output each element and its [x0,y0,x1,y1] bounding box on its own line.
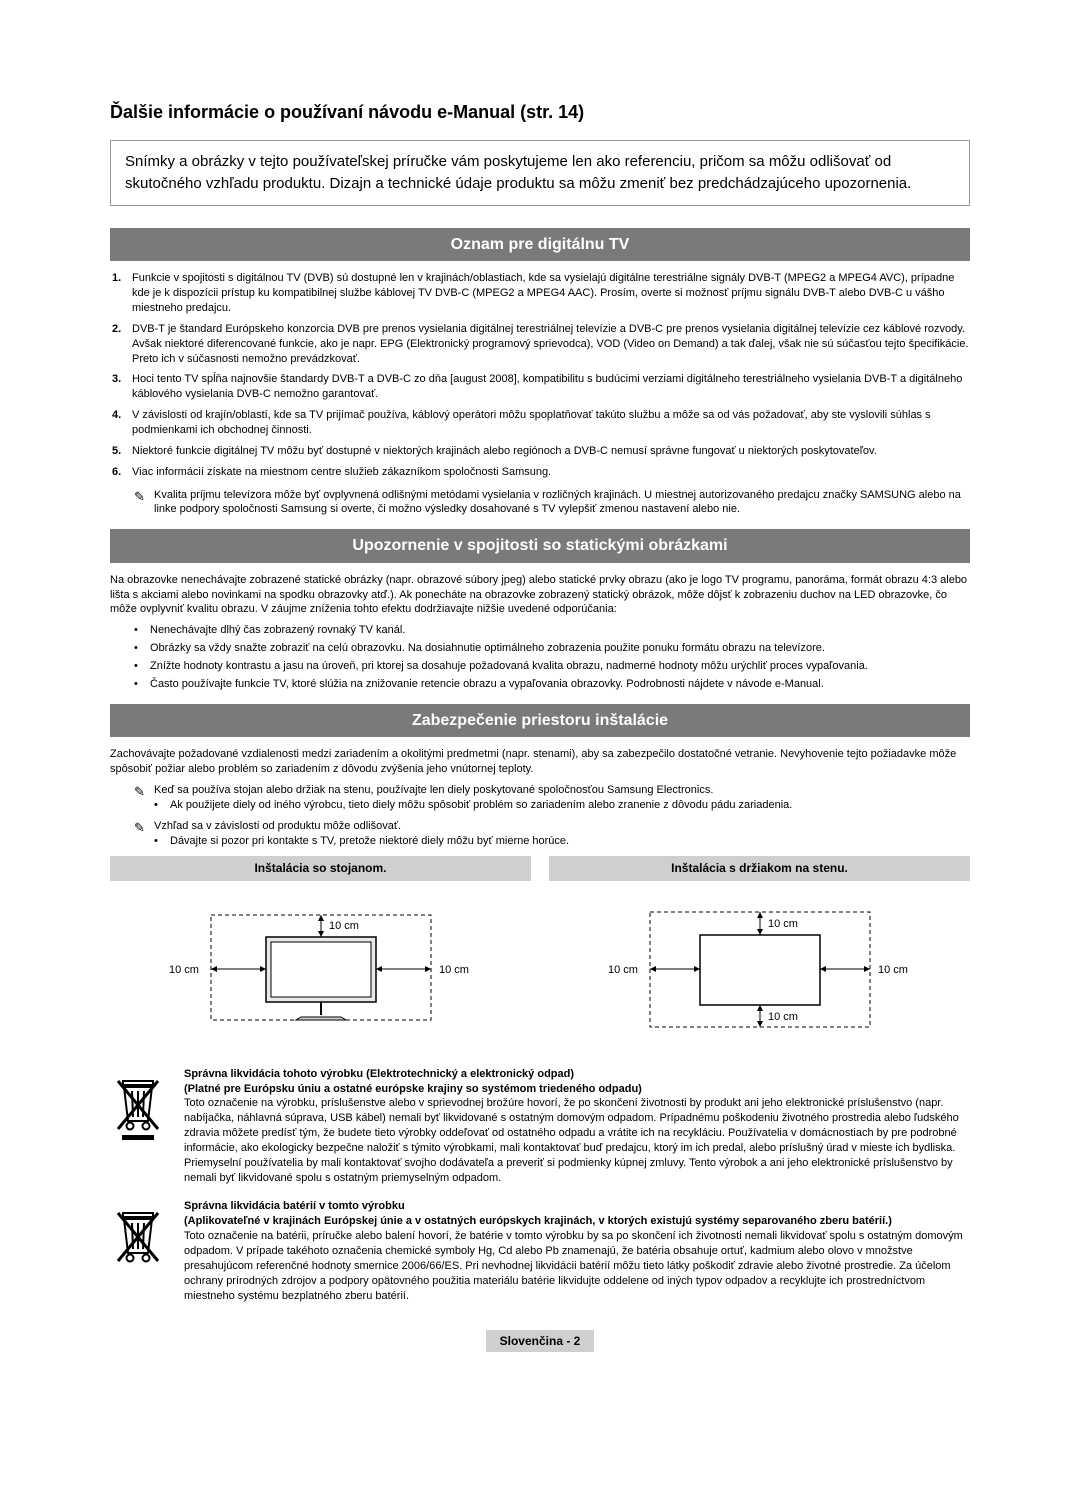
wall-diagram: 10 cm 10 cm 10 cm 10 cm [549,891,970,1051]
dist-label: 10 cm [329,920,359,932]
list-item: 2.DVB-T je štandard Európskeho konzorcia… [132,322,970,367]
disposal2-subtitle: (Aplikovateľné v krajinách Európskej úni… [184,1214,970,1229]
dist-label: 10 cm [439,964,469,976]
list-text: Viac informácií získate na miestnom cent… [132,466,551,478]
disposal1-body: Toto označenie na výrobku, príslušenstve… [184,1096,970,1185]
dist-label: 10 cm [768,1011,798,1023]
bullet-item: Znížte hodnoty kontrastu a jasu na úrove… [150,659,970,674]
section2-para: Na obrazovke nenechávajte zobrazené stat… [110,573,970,618]
disposal2-text: Správna likvidácia batérií v tomto výrob… [184,1199,970,1303]
dist-label: 10 cm [169,964,199,976]
note-icon: ✎ [134,819,145,837]
battery-weee-icon [110,1199,170,1303]
disposal2-title: Správna likvidácia batérií v tomto výrob… [184,1199,970,1214]
dist-label: 10 cm [878,964,908,976]
section1-list: 1.Funkcie v spojitosti s digitálnou TV (… [110,271,970,479]
section3-para: Zachovávajte požadované vzdialenosti med… [110,747,970,777]
disposal1-title: Správna likvidácia tohoto výrobku (Elekt… [184,1067,970,1082]
list-item: 5.Niektoré funkcie digitálnej TV môžu by… [132,444,970,459]
list-text: V závislosti od krajín/oblastí, kde sa T… [132,409,931,436]
note-main: Vzhľad sa v závislosti od produktu môže … [154,819,970,834]
section3-note2: ✎ Vzhľad sa v závislosti od produktu môž… [110,819,970,849]
list-item: 4.V závislosti od krajín/oblastí, kde sa… [132,408,970,438]
note-main: Keď sa používa stojan alebo držiak na st… [154,783,970,798]
dist-label: 10 cm [768,918,798,930]
footer-label: Slovenčina - 2 [486,1330,595,1352]
install-row: Inštalácia so stojanom. 10 cm 10 cm [110,856,970,1050]
list-text: Hoci tento TV spĺňa najnovšie štandardy … [132,373,962,400]
install-wall-col: Inštalácia s držiakom na stenu. 10 cm 10… [549,856,970,1050]
list-item: 1.Funkcie v spojitosti s digitálnou TV (… [132,271,970,316]
bullet-item: Nenechávajte dlhý čas zobrazený rovnaký … [150,623,970,638]
bullet-item: Obrázky sa vždy snažte zobraziť na celú … [150,641,970,656]
page-footer: Slovenčina - 2 [110,1333,970,1349]
list-text: Funkcie v spojitosti s digitálnou TV (DV… [132,272,954,314]
list-item: 3.Hoci tento TV spĺňa najnovšie štandard… [132,372,970,402]
disposal2-block: Správna likvidácia batérií v tomto výrob… [110,1199,970,1303]
section2-title: Upozornenie v spojitosti so statickými o… [110,529,970,563]
bullet-item: Často používajte funkcie TV, ktoré slúži… [150,677,970,692]
disposal2-body: Toto označenie na batérii, príručke aleb… [184,1229,970,1303]
note-icon: ✎ [134,783,145,801]
list-text: DVB-T je štandard Európskeho konzorcia D… [132,323,969,365]
section1-note: ✎ Kvalita príjmu televízora môže byť ovp… [110,488,970,518]
disposal1-subtitle: (Platné pre Európsku úniu a ostatné euró… [184,1082,970,1097]
intro-box: Snímky a obrázky v tejto používateľskej … [110,140,970,206]
stand-diagram: 10 cm 10 cm 10 cm [110,891,531,1051]
disposal1-block: Správna likvidácia tohoto výrobku (Elekt… [110,1067,970,1186]
note-text: Kvalita príjmu televízora môže byť ovply… [154,489,961,516]
section2-bullets: Nenechávajte dlhý čas zobrazený rovnaký … [110,623,970,691]
weee-icon [110,1067,170,1186]
install-stand-title: Inštalácia so stojanom. [110,856,531,880]
install-stand-col: Inštalácia so stojanom. 10 cm 10 cm [110,856,531,1050]
section3-title: Zabezpečenie priestoru inštalácie [110,704,970,738]
install-wall-title: Inštalácia s držiakom na stenu. [549,856,970,880]
note-sub: Ak použijete diely od iného výrobcu, tie… [154,798,970,813]
note-icon: ✎ [134,488,145,506]
section1-title: Oznam pre digitálnu TV [110,228,970,262]
note-sub: Dávajte si pozor pri kontakte s TV, pret… [154,834,970,849]
section3-note1: ✎ Keď sa používa stojan alebo držiak na … [110,783,970,813]
main-title: Ďalšie informácie o používaní návodu e-M… [110,100,970,124]
dist-label: 10 cm [608,964,638,976]
list-item: 6.Viac informácií získate na miestnom ce… [132,465,970,480]
list-text: Niektoré funkcie digitálnej TV môžu byť … [132,445,877,457]
disposal1-text: Správna likvidácia tohoto výrobku (Elekt… [184,1067,970,1186]
